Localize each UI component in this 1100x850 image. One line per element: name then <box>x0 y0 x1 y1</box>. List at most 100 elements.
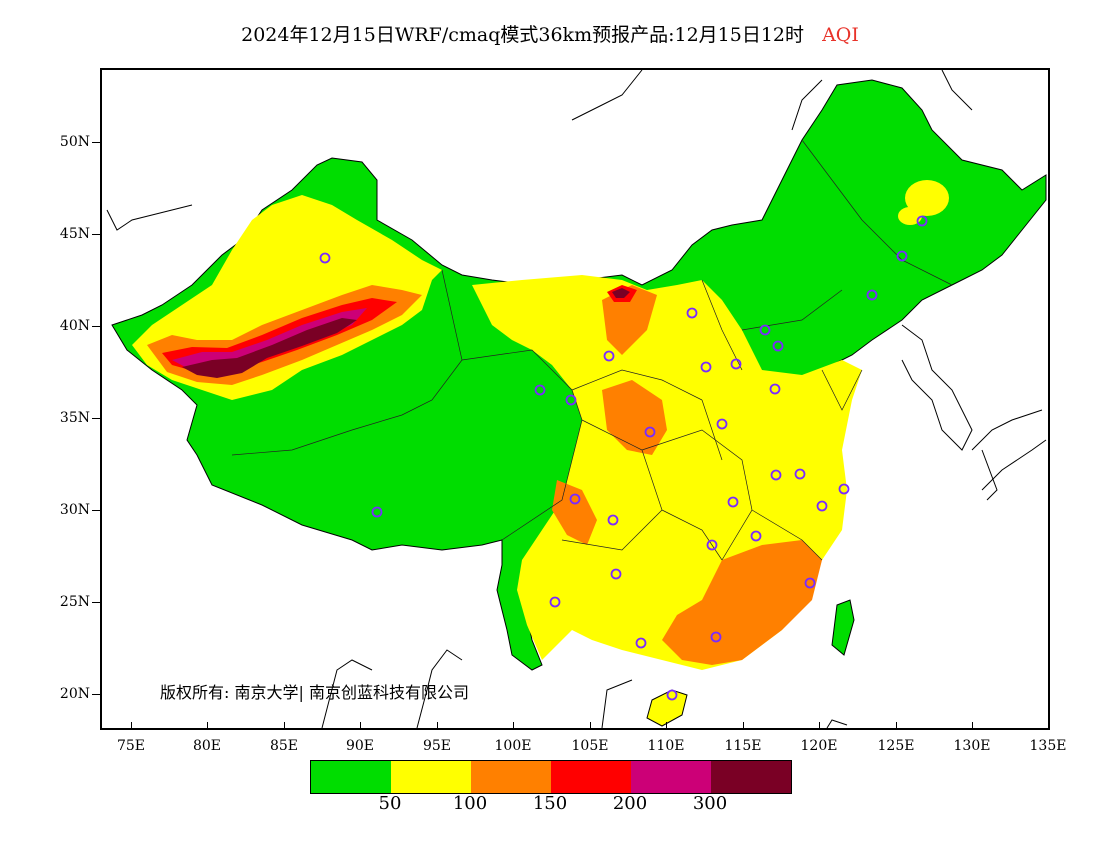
y-tick <box>92 602 100 603</box>
city-marker <box>666 689 678 701</box>
city-marker <box>730 358 742 370</box>
city-marker <box>710 631 722 643</box>
city-marker <box>603 350 615 362</box>
city-marker <box>770 469 782 481</box>
city-markers <box>319 215 928 701</box>
y-tick <box>92 418 100 419</box>
colorbar-swatch <box>311 761 391 793</box>
aqi-colorbar <box>310 760 792 794</box>
x-tick <box>437 722 438 730</box>
map-frame <box>100 68 1050 730</box>
region-purple-west <box>172 308 367 368</box>
colorbar-swatch <box>551 761 631 793</box>
city-marker <box>838 483 850 495</box>
island-taiwan <box>831 599 855 656</box>
x-tick <box>131 722 132 730</box>
city-marker <box>610 568 622 580</box>
colorbar-label: 50 <box>378 793 402 814</box>
y-tick <box>92 694 100 695</box>
x-tick <box>360 722 361 730</box>
x-tick <box>819 722 820 730</box>
city-marker <box>607 514 619 526</box>
coastline-russia <box>106 70 973 231</box>
y-tick-label: 20N <box>59 686 90 702</box>
city-marker <box>686 307 698 319</box>
city-marker <box>816 500 828 512</box>
colorbar-label: 100 <box>452 793 488 814</box>
region-yellow-ne2 <box>898 207 922 225</box>
y-tick <box>92 326 100 327</box>
colorbar-swatch <box>391 761 471 793</box>
y-tick-label: 50N <box>59 134 90 150</box>
x-tick-label: 100E <box>494 738 532 754</box>
x-tick <box>972 722 973 730</box>
region-maroon-north <box>612 288 630 298</box>
city-marker <box>916 215 928 227</box>
x-tick <box>743 722 744 730</box>
y-tick-label: 40N <box>59 318 90 334</box>
city-marker <box>371 506 383 518</box>
city-marker <box>549 596 561 608</box>
x-tick <box>284 722 285 730</box>
city-marker <box>769 383 781 395</box>
city-marker <box>772 340 784 352</box>
x-tick <box>666 722 667 730</box>
x-tick <box>207 722 208 730</box>
region-maroon-west <box>182 318 357 378</box>
x-tick <box>513 722 514 730</box>
coastline-south <box>321 649 848 728</box>
x-tick-label: 120E <box>800 738 838 754</box>
region-yellow-ne <box>905 180 949 216</box>
city-marker <box>644 426 656 438</box>
y-tick-label: 25N <box>59 594 90 610</box>
city-marker <box>700 361 712 373</box>
coastline-korea-japan <box>901 324 1047 501</box>
city-marker <box>759 324 771 336</box>
city-marker <box>706 539 718 551</box>
title-text: 2024年12月15日WRF/cmaq模式36km预报产品:12月15日12时 <box>241 24 805 46</box>
x-tick-label: 110E <box>647 738 685 754</box>
colorbar-swatch <box>471 761 551 793</box>
x-tick-label: 75E <box>116 738 146 754</box>
x-tick-label: 125E <box>877 738 915 754</box>
city-marker <box>727 496 739 508</box>
city-marker <box>569 493 581 505</box>
colorbar-label: 150 <box>532 793 568 814</box>
city-marker <box>804 577 816 589</box>
title-variable: AQI <box>822 24 859 46</box>
province-borders <box>231 139 953 561</box>
x-tick-label: 115E <box>724 738 762 754</box>
y-tick <box>92 510 100 511</box>
city-marker <box>565 394 577 406</box>
x-tick <box>896 722 897 730</box>
city-marker <box>750 530 762 542</box>
map-title: 2024年12月15日WRF/cmaq模式36km预报产品:12月15日12时 … <box>0 20 1100 47</box>
region-orange-north <box>602 285 657 355</box>
city-marker <box>794 468 806 480</box>
y-tick <box>92 142 100 143</box>
y-tick-label: 30N <box>59 502 90 518</box>
x-tick-label: 80E <box>192 738 222 754</box>
colorbar-label: 300 <box>692 793 728 814</box>
x-tick-label: 105E <box>571 738 609 754</box>
city-marker <box>716 418 728 430</box>
x-tick-label: 85E <box>269 738 299 754</box>
city-marker <box>534 384 546 396</box>
colorbar-swatch <box>631 761 711 793</box>
colorbar-swatch <box>711 761 791 793</box>
x-tick-label: 95E <box>422 738 452 754</box>
x-tick-label: 135E <box>1029 738 1067 754</box>
y-tick-label: 35N <box>59 410 90 426</box>
region-orange-south <box>662 540 822 665</box>
city-marker <box>319 252 331 264</box>
city-marker <box>635 637 647 649</box>
city-marker <box>896 250 908 262</box>
copyright-text: 版权所有: 南京大学| 南京创蓝科技有限公司 <box>160 683 469 702</box>
y-tick-label: 45N <box>59 226 90 242</box>
colorbar-label: 200 <box>612 793 648 814</box>
x-tick-label: 130E <box>953 738 991 754</box>
x-tick <box>590 722 591 730</box>
x-tick <box>1048 722 1049 730</box>
city-marker <box>866 289 878 301</box>
x-tick-label: 90E <box>345 738 375 754</box>
